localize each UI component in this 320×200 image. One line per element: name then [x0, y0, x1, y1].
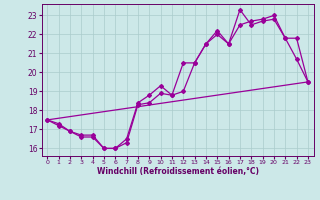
- X-axis label: Windchill (Refroidissement éolien,°C): Windchill (Refroidissement éolien,°C): [97, 167, 259, 176]
